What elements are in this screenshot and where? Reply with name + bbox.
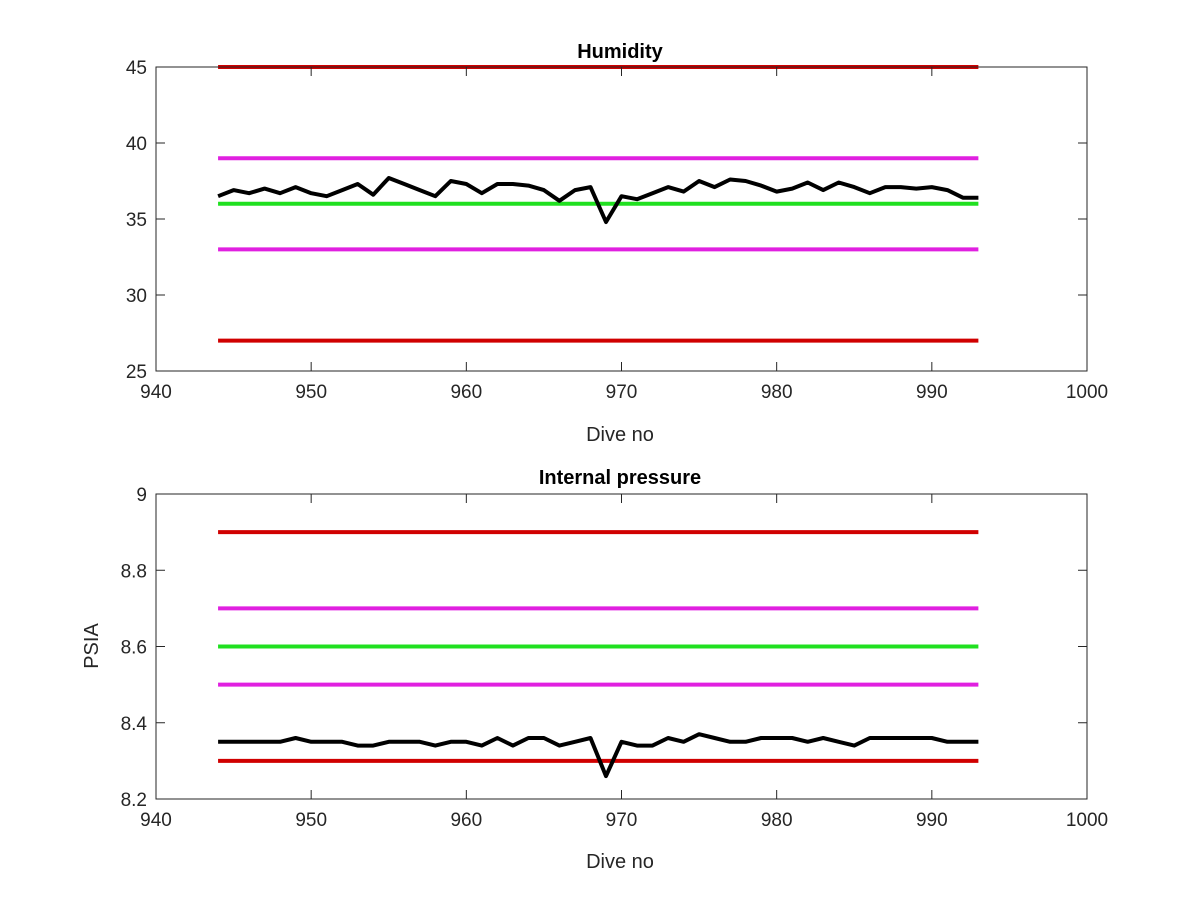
x-tick-label: 990: [916, 382, 948, 403]
humidity-subplot: Humidity 940 950 960 970 980 990 1000 25 30 35 40…: [126, 41, 1108, 446]
x-tick-label: 980: [761, 382, 793, 403]
x-tick-label: 1000: [1066, 810, 1108, 831]
x-tick-label: 940: [140, 810, 172, 831]
x-axis-ticks: 940 950 960 970 980 990 1000: [140, 494, 1108, 831]
internal-pressure-subplot: Internal pressure 940 950 960 970 980 990 1000…: [81, 467, 1108, 873]
y-axis-ticks: 8.2 8.4 8.6 8.8 9: [121, 485, 1087, 811]
y-tick-label: 35: [126, 210, 147, 231]
series-line: [218, 732, 979, 779]
series-line: [217, 176, 979, 224]
x-tick-label: 990: [916, 810, 948, 831]
x-tick-label: 960: [450, 810, 482, 831]
y-tick-label: 25: [126, 362, 147, 383]
x-tick-label: 980: [761, 810, 793, 831]
x-tick-label: 950: [295, 382, 327, 403]
y-tick-label: 8.8: [121, 561, 147, 582]
x-axis-ticks: 940 950 960 970 980 990 1000: [140, 67, 1108, 403]
x-tick-label: 960: [450, 382, 482, 403]
x-axis-label: Dive no: [586, 851, 654, 873]
x-tick-label: 970: [606, 810, 638, 831]
y-axis-ticks: 25 30 35 40 45: [126, 58, 1087, 383]
y-tick-label: 9: [136, 485, 147, 506]
data-series: [217, 176, 979, 224]
y-tick-label: 8.4: [121, 714, 148, 735]
y-tick-label: 8.6: [121, 638, 147, 659]
x-tick-label: 970: [606, 382, 638, 403]
chart-title: Humidity: [577, 41, 663, 63]
data-series: [218, 732, 979, 779]
x-tick-label: 950: [295, 810, 327, 831]
x-tick-label: 1000: [1066, 382, 1108, 403]
y-axis-label: PSIA: [81, 623, 103, 669]
x-axis-label: Dive no: [586, 424, 654, 446]
y-tick-label: 30: [126, 286, 147, 307]
chart-title: Internal pressure: [539, 467, 701, 489]
x-tick-label: 940: [140, 382, 172, 403]
y-tick-label: 40: [126, 134, 147, 155]
y-tick-label: 8.2: [121, 790, 147, 811]
y-tick-label: 45: [126, 58, 147, 79]
